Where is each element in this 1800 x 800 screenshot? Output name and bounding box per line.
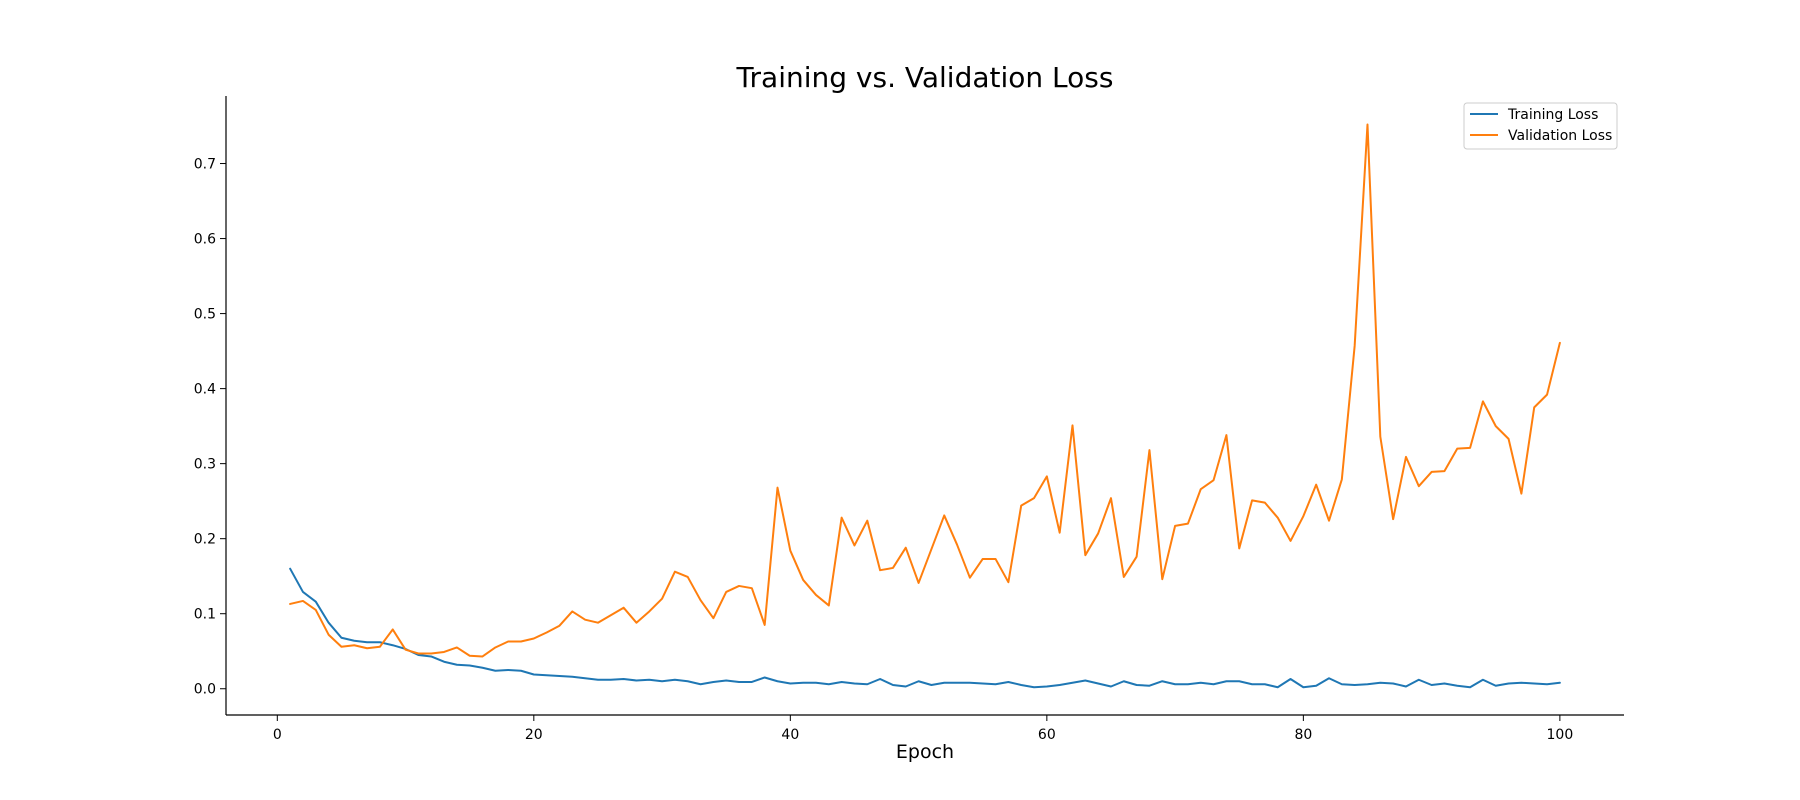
- chart-title: Training vs. Validation Loss: [736, 61, 1114, 94]
- x-axis-label: Epoch: [896, 741, 954, 763]
- y-tick-label: 0.1: [194, 607, 216, 623]
- y-tick-label: 0.6: [194, 232, 216, 248]
- x-tick-label: 60: [1038, 727, 1056, 743]
- y-ticks: 0.0 0.1 0.2 0.3 0.4 0.5 0.6 0.7: [194, 157, 226, 698]
- y-tick-label: 0.5: [194, 307, 216, 323]
- x-tick-label: 80: [1294, 727, 1312, 743]
- plot-lines: [289, 123, 1561, 689]
- series-line-validation: [289, 123, 1561, 658]
- legend: Training Loss Validation Loss: [1463, 102, 1618, 150]
- x-tick-label: 100: [1547, 727, 1574, 743]
- legend-label-training: Training Loss: [1507, 107, 1598, 123]
- y-tick-label: 0.0: [194, 682, 216, 698]
- x-tick-label: 40: [781, 727, 799, 743]
- x-tick-label: 0: [273, 727, 282, 743]
- x-ticks: 0 20 40 60 80 100: [273, 715, 1573, 743]
- series-line-training: [289, 567, 1561, 689]
- x-tick-label: 20: [525, 727, 543, 743]
- legend-frame: [1463, 102, 1618, 150]
- y-tick-label: 0.2: [194, 532, 216, 548]
- y-tick-label: 0.4: [194, 382, 216, 398]
- y-tick-label: 0.3: [194, 457, 216, 473]
- y-tick-label: 0.7: [194, 157, 216, 173]
- legend-label-validation: Validation Loss: [1508, 128, 1612, 144]
